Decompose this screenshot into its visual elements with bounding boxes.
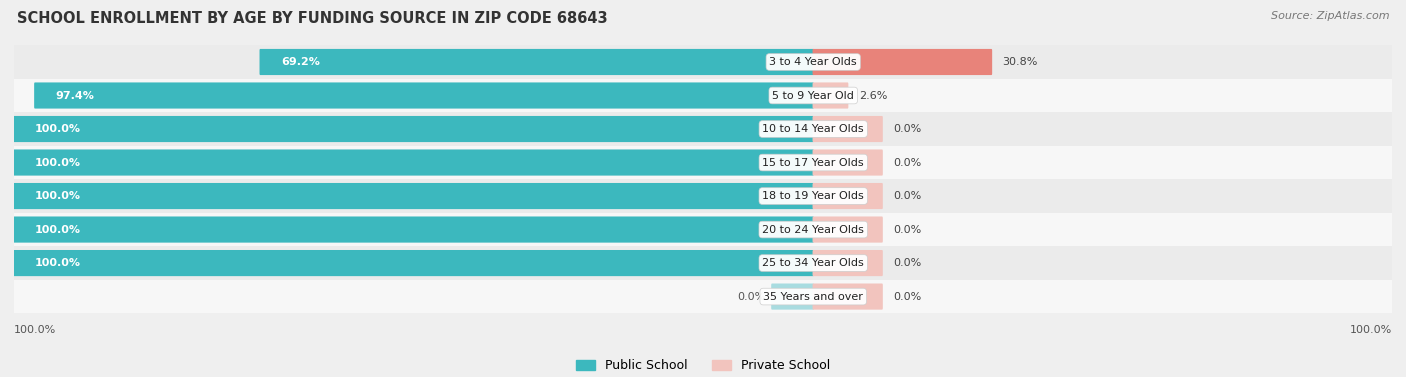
Text: 30.8%: 30.8%	[1002, 57, 1038, 67]
Text: 18 to 19 Year Olds: 18 to 19 Year Olds	[762, 191, 865, 201]
FancyBboxPatch shape	[34, 83, 814, 109]
Text: 0.0%: 0.0%	[737, 291, 765, 302]
FancyBboxPatch shape	[14, 79, 1392, 112]
Text: 15 to 17 Year Olds: 15 to 17 Year Olds	[762, 158, 865, 167]
Text: 10 to 14 Year Olds: 10 to 14 Year Olds	[762, 124, 865, 134]
Text: 0.0%: 0.0%	[893, 124, 921, 134]
Text: 3 to 4 Year Olds: 3 to 4 Year Olds	[769, 57, 858, 67]
Text: 69.2%: 69.2%	[281, 57, 319, 67]
FancyBboxPatch shape	[14, 146, 1392, 179]
Text: 100.0%: 100.0%	[35, 258, 80, 268]
FancyBboxPatch shape	[14, 246, 1392, 280]
Text: 0.0%: 0.0%	[893, 225, 921, 234]
Text: 100.0%: 100.0%	[1350, 325, 1392, 335]
FancyBboxPatch shape	[14, 280, 1392, 313]
FancyBboxPatch shape	[772, 284, 814, 310]
FancyBboxPatch shape	[813, 216, 883, 243]
Text: Source: ZipAtlas.com: Source: ZipAtlas.com	[1271, 11, 1389, 21]
Text: 2.6%: 2.6%	[859, 90, 887, 101]
FancyBboxPatch shape	[14, 213, 1392, 246]
FancyBboxPatch shape	[14, 250, 814, 276]
Text: 97.4%: 97.4%	[55, 90, 94, 101]
Text: 25 to 34 Year Olds: 25 to 34 Year Olds	[762, 258, 865, 268]
FancyBboxPatch shape	[14, 116, 814, 142]
Text: 0.0%: 0.0%	[893, 158, 921, 167]
Text: 100.0%: 100.0%	[35, 191, 80, 201]
Text: 20 to 24 Year Olds: 20 to 24 Year Olds	[762, 225, 865, 234]
Text: 100.0%: 100.0%	[14, 325, 56, 335]
FancyBboxPatch shape	[14, 112, 1392, 146]
Text: 5 to 9 Year Old: 5 to 9 Year Old	[772, 90, 855, 101]
FancyBboxPatch shape	[14, 149, 814, 176]
Text: 100.0%: 100.0%	[35, 158, 80, 167]
FancyBboxPatch shape	[14, 183, 814, 209]
FancyBboxPatch shape	[14, 216, 814, 243]
FancyBboxPatch shape	[260, 49, 814, 75]
Text: 35 Years and over: 35 Years and over	[763, 291, 863, 302]
FancyBboxPatch shape	[813, 250, 883, 276]
FancyBboxPatch shape	[813, 49, 993, 75]
FancyBboxPatch shape	[813, 149, 883, 176]
Text: 0.0%: 0.0%	[893, 191, 921, 201]
Text: 0.0%: 0.0%	[893, 291, 921, 302]
FancyBboxPatch shape	[813, 183, 883, 209]
Text: 0.0%: 0.0%	[893, 258, 921, 268]
FancyBboxPatch shape	[14, 45, 1392, 79]
FancyBboxPatch shape	[813, 116, 883, 142]
FancyBboxPatch shape	[813, 284, 883, 310]
FancyBboxPatch shape	[813, 83, 848, 109]
Text: SCHOOL ENROLLMENT BY AGE BY FUNDING SOURCE IN ZIP CODE 68643: SCHOOL ENROLLMENT BY AGE BY FUNDING SOUR…	[17, 11, 607, 26]
FancyBboxPatch shape	[14, 179, 1392, 213]
Text: 100.0%: 100.0%	[35, 225, 80, 234]
Legend: Public School, Private School: Public School, Private School	[571, 354, 835, 377]
Text: 100.0%: 100.0%	[35, 124, 80, 134]
